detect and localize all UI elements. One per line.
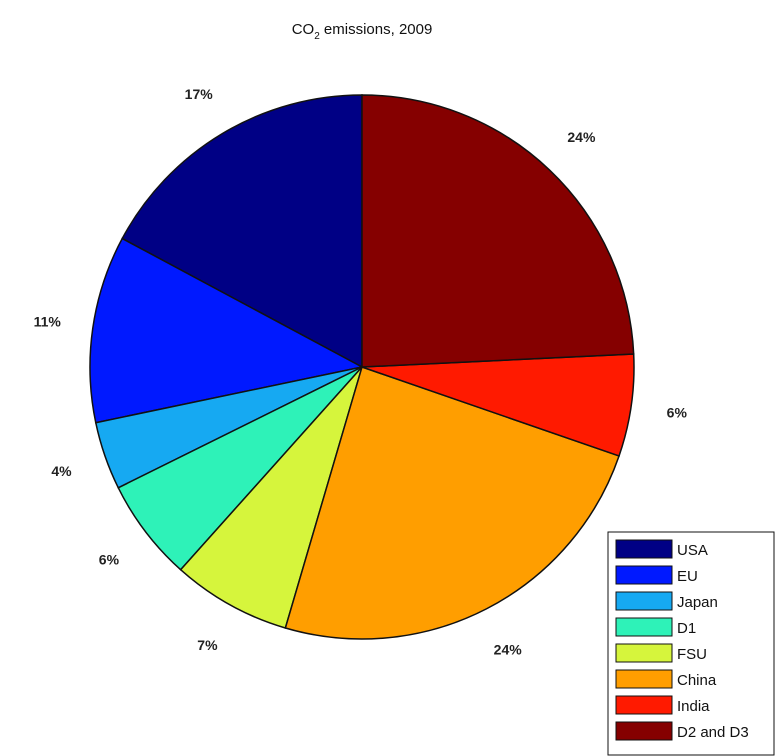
percent-label-usa: 17% <box>185 86 214 102</box>
percent-labels: 17% 11% 4% 6% 7% 24% 6% 24% <box>34 86 688 657</box>
legend: USA EU Japan D1 FSU China India D2 and D3 <box>607 531 775 756</box>
legend-label-d2-and-d3: D2 and D3 <box>677 724 749 741</box>
percent-label-japan: 4% <box>51 463 72 479</box>
pie-slice-fsu <box>179 366 363 629</box>
pie-slice-china <box>284 366 620 640</box>
legend-label-d1: D1 <box>677 620 696 637</box>
pie-slice-d2-and-d3 <box>361 94 635 368</box>
percent-label-india: 6% <box>667 404 688 420</box>
chart-title-main: CO <box>292 21 315 38</box>
legend-label-india: India <box>677 698 710 715</box>
legend-swatch-india <box>615 695 673 715</box>
chart-title-rest: emissions, 2009 <box>320 21 433 38</box>
legend-label-fsu: FSU <box>677 646 707 663</box>
legend-swatch-usa <box>615 539 673 559</box>
pie-slice-eu <box>89 237 365 424</box>
legend-swatch-japan <box>615 591 673 611</box>
legend-label-eu: EU <box>677 568 698 585</box>
legend-label-china: China <box>677 672 717 689</box>
percent-label-fsu: 7% <box>197 637 218 653</box>
legend-swatch-d1 <box>615 617 673 637</box>
chart-title: CO2 emissions, 2009 <box>292 21 433 42</box>
legend-label-japan: Japan <box>677 594 718 611</box>
percent-label-china: 24% <box>494 642 523 658</box>
percent-label-d2-and-d3: 24% <box>567 129 596 145</box>
chart-title-subscript: 2 <box>314 31 320 42</box>
pie-slices <box>89 94 635 640</box>
legend-swatch-d2-and-d3 <box>615 721 673 741</box>
pie-slice-usa <box>121 94 363 369</box>
legend-swatch-eu <box>615 565 673 585</box>
legend-swatch-china <box>615 669 673 689</box>
percent-label-eu: 11% <box>34 314 62 330</box>
percent-label-d1: 6% <box>99 552 120 568</box>
legend-label-usa: USA <box>677 542 708 559</box>
legend-swatch-fsu <box>615 643 673 663</box>
